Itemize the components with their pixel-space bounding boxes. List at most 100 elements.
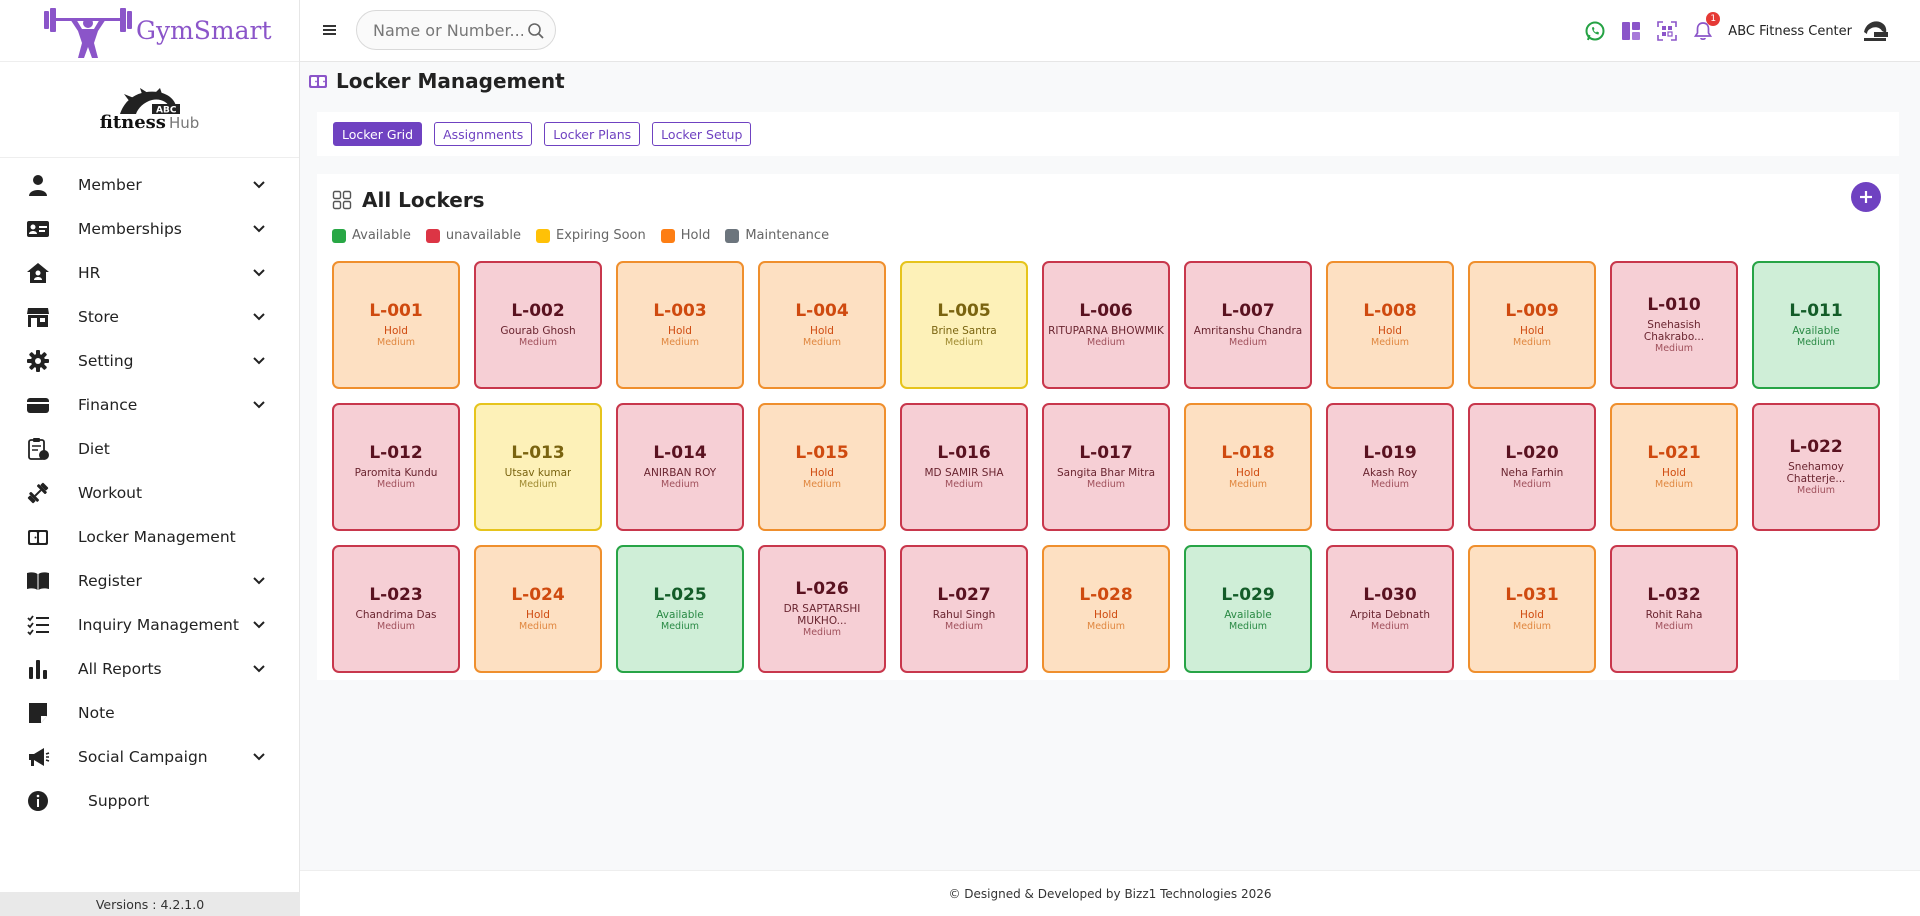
locker-tile[interactable]: L-010 Snehasish Chakrabo... Medium [1610, 261, 1738, 389]
tab-locker-grid[interactable]: Locker Grid [333, 122, 423, 146]
sidebar-item-finance[interactable]: Finance [0, 383, 299, 427]
locker-tile[interactable]: L-009 Hold Medium [1468, 261, 1596, 389]
chevron-down-icon[interactable] [252, 619, 266, 631]
sidebar-item-workout[interactable]: Workout [0, 471, 299, 515]
sidebar-item-support[interactable]: Support [0, 779, 299, 823]
chevron-down-icon[interactable] [252, 179, 266, 191]
locker-tile[interactable]: L-001 Hold Medium [332, 261, 460, 389]
sidebar-item-label: Locker Management [78, 528, 236, 546]
legend-label: Maintenance [745, 228, 830, 243]
locker-tile[interactable]: L-029 Available Medium [1184, 545, 1312, 673]
sidebar-item-hr[interactable]: HR [0, 251, 299, 295]
info-icon [28, 791, 48, 811]
legend-swatch [660, 228, 675, 243]
locker-tile[interactable]: L-003 Hold Medium [616, 261, 744, 389]
chevron-down-icon[interactable] [252, 267, 266, 279]
locker-tile[interactable]: L-006 RITUPARNA BHOWMIK Medium [1042, 261, 1170, 389]
sidebar-item-social-campaign[interactable]: Social Campaign [0, 735, 299, 779]
sidebar-item-label: Store [78, 308, 119, 326]
tab-locker-setup[interactable]: Locker Setup [652, 122, 752, 146]
locker-tile[interactable]: L-018 Hold Medium [1184, 403, 1312, 531]
qr-scan-icon[interactable] [1656, 20, 1678, 42]
sidebar-item-member[interactable]: Member [0, 163, 299, 207]
locker-tile[interactable]: L-022 Snehamoy Chatterje... Medium [1752, 403, 1880, 531]
brand-header[interactable]: GymSmart [0, 0, 299, 62]
chevron-down-icon[interactable] [252, 355, 266, 367]
search-icon[interactable] [527, 22, 545, 40]
locker-grid: L-001 Hold Medium L-002 Gourab Ghosh Medium L-… [332, 261, 1892, 673]
locker-size: Medium [945, 337, 983, 348]
locker-tile[interactable]: L-019 Akash Roy Medium [1326, 403, 1454, 531]
locker-occupant: Sangita Bhar Mitra [1056, 467, 1156, 479]
locker-tile[interactable]: L-005 Brine Santra Medium [900, 261, 1028, 389]
sidebar-item-setting[interactable]: Setting [0, 339, 299, 383]
locker-tile[interactable]: L-028 Hold Medium [1042, 545, 1170, 673]
locker-tile[interactable]: L-031 Hold Medium [1468, 545, 1596, 673]
locker-tile[interactable]: L-026 DR SAPTARSHI MUKHO... Medium [758, 545, 886, 673]
search-input[interactable] [373, 20, 523, 40]
locker-tile[interactable]: L-013 Utsav kumar Medium [474, 403, 602, 531]
chevron-down-icon[interactable] [252, 399, 266, 411]
sidebar-item-label: Memberships [78, 220, 182, 238]
chevron-down-icon[interactable] [252, 223, 266, 235]
locker-tile[interactable]: L-027 Rahul Singh Medium [900, 545, 1028, 673]
add-locker-button[interactable] [1851, 182, 1881, 212]
locker-occupant: RITUPARNA BHOWMIK [1048, 325, 1164, 337]
locker-code: L-014 [653, 443, 707, 463]
legend-swatch [332, 228, 346, 243]
sidebar-item-label: Workout [78, 484, 143, 502]
locker-size: Medium [803, 479, 841, 490]
sidebar-item-all-reports[interactable]: All Reports [0, 647, 299, 691]
locker-tile[interactable]: L-023 Chandrima Das Medium [332, 545, 460, 673]
tab-locker-plans[interactable]: Locker Plans [544, 122, 641, 146]
locker-tile[interactable]: L-016 MD SAMIR SHA Medium [900, 403, 1028, 531]
locker-tile[interactable]: L-025 Available Medium [616, 545, 744, 673]
club-logo-hub: Hub [168, 113, 200, 132]
locker-tile[interactable]: L-015 Hold Medium [758, 403, 886, 531]
locker-tile[interactable]: L-021 Hold Medium [1610, 403, 1738, 531]
locker-tile[interactable]: L-014 ANIRBAN ROY Medium [616, 403, 744, 531]
locker-tile[interactable]: L-030 Arpita Debnath Medium [1326, 545, 1454, 673]
locker-tile[interactable]: L-007 Amritanshu Chandra Medium [1184, 261, 1312, 389]
locker-tile[interactable]: L-017 Sangita Bhar Mitra Medium [1042, 403, 1170, 531]
locker-size: Medium [519, 337, 557, 348]
locker-tile[interactable]: L-012 Paromita Kundu Medium [332, 403, 460, 531]
locker-tile[interactable]: L-011 Available Medium [1752, 261, 1880, 389]
locker-tile[interactable]: L-008 Hold Medium [1326, 261, 1454, 389]
locker-size: Medium [519, 621, 557, 632]
dashboard-grid-icon[interactable] [1620, 20, 1642, 42]
locker-code: L-026 [795, 579, 849, 599]
locker-occupant: Hold [1236, 467, 1260, 479]
locker-tile[interactable]: L-024 Hold Medium [474, 545, 602, 673]
sidebar-item-register[interactable]: Register [0, 559, 299, 603]
chevron-down-icon[interactable] [252, 751, 266, 763]
id-card-icon [27, 221, 49, 237]
sidebar-item-store[interactable]: Store [0, 295, 299, 339]
chevron-down-icon[interactable] [252, 575, 266, 587]
sidebar-item-diet[interactable]: Diet [0, 427, 299, 471]
sidebar-item-note[interactable]: Note [0, 691, 299, 735]
legend-label: Expiring Soon [556, 228, 646, 243]
sidebar-item-label: Setting [78, 352, 134, 370]
locker-code: L-012 [369, 443, 423, 463]
locker-occupant: Snehasish Chakrabo... [1643, 319, 1705, 343]
tab-assignments[interactable]: Assignments [434, 122, 533, 146]
locker-occupant: Chandrima Das [355, 609, 437, 621]
whatsapp-icon[interactable] [1584, 20, 1606, 42]
legend-item: Maintenance [725, 228, 829, 243]
center-logo-icon[interactable] [1860, 18, 1890, 44]
sidebar-item-memberships[interactable]: Memberships [0, 207, 299, 251]
chevron-down-icon[interactable] [252, 663, 266, 675]
locker-tile[interactable]: L-004 Hold Medium [758, 261, 886, 389]
hamburger-menu-icon[interactable] [322, 20, 338, 40]
sidebar-item-inquiry-management[interactable]: Inquiry Management [0, 603, 299, 647]
locker-tile[interactable]: L-032 Rohit Raha Medium [1610, 545, 1738, 673]
notification-button[interactable]: 1 [1692, 12, 1721, 42]
sidebar-item-locker-management[interactable]: Locker Management [0, 515, 299, 559]
locker-tile[interactable]: L-020 Neha Farhin Medium [1468, 403, 1596, 531]
center-name[interactable]: ABC Fitness Center [1728, 23, 1852, 39]
weightlifter-logo-icon [44, 7, 132, 58]
chevron-down-icon[interactable] [252, 311, 266, 323]
locker-tile[interactable]: L-002 Gourab Ghosh Medium [474, 261, 602, 389]
locker-occupant: Hold [384, 325, 408, 337]
